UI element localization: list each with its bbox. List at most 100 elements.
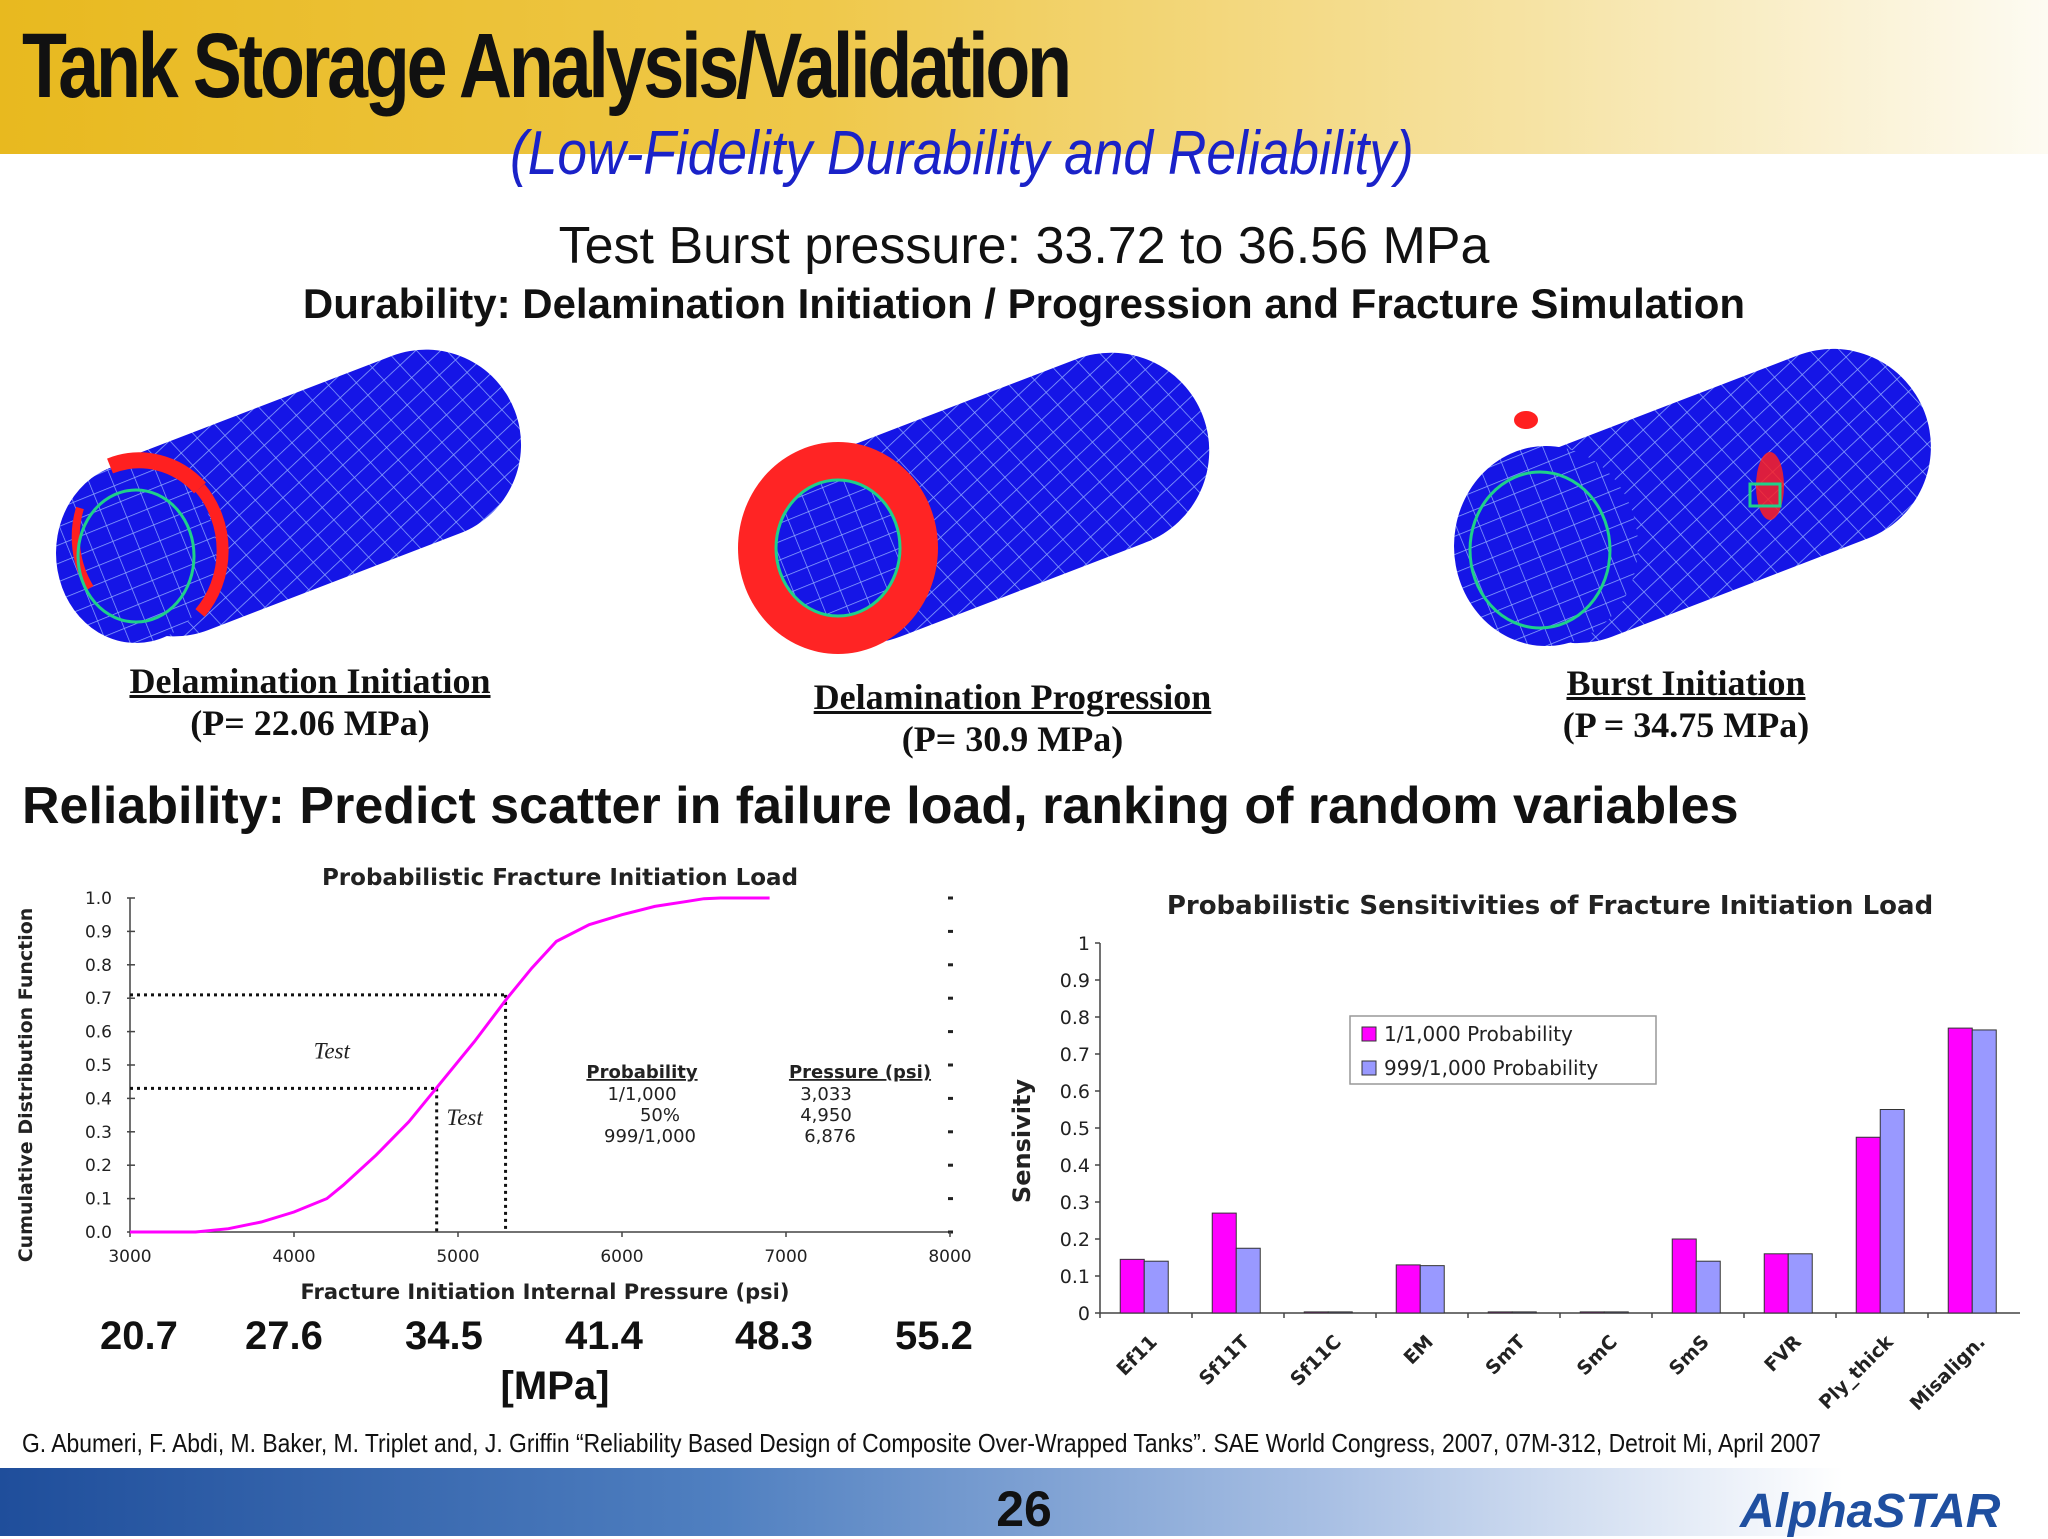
cdf-series-line: [130, 896, 770, 1234]
x-tick-label: 6000: [600, 1247, 643, 1267]
y-tick-label: 0.9: [85, 922, 112, 942]
tank-image-burst-initiation: [1454, 348, 1931, 646]
y-tick-label: 1.0: [85, 889, 112, 909]
y-tick-label: 0.8: [85, 956, 112, 976]
table-cell: 6,876: [804, 1126, 856, 1147]
reference-citation: G. Abumeri, F. Abdi, M. Baker, M. Triple…: [22, 1428, 1821, 1458]
page-title: Tank Storage Analysis/Validation: [22, 15, 1072, 117]
bar-low-prob: [1855, 1136, 1881, 1314]
sensitivity-chart: Probabilistic Sensitivities of Fracture …: [1008, 891, 2020, 1415]
y-tick-label: 0.9: [1060, 970, 1090, 992]
mpa-tick-label: 55.2: [895, 1314, 973, 1358]
x-tick-label: Sf11T: [1195, 1331, 1254, 1390]
mpa-tick-label: 41.4: [565, 1314, 643, 1358]
y-tick-label: 0.7: [1060, 1044, 1090, 1066]
x-tick-label: 4000: [272, 1247, 315, 1267]
x-tick-label: 3000: [108, 1247, 151, 1267]
table-header: Pressure (psi): [789, 1062, 931, 1083]
y-tick-label: 0.6: [85, 1023, 112, 1043]
bar-high-prob: [1511, 1311, 1537, 1314]
x-tick-label: 7000: [764, 1247, 807, 1267]
burst-pressure-text: Test Burst pressure: 33.72 to 36.56 MPa: [558, 217, 1490, 275]
y-tick-label: 0.6: [1060, 1081, 1090, 1103]
y-tick-label: 0.4: [85, 1089, 112, 1109]
table-cell: 3,033: [800, 1084, 852, 1105]
title-banner: [0, 0, 2048, 154]
caption-burst-initiation: Burst Initiation (P = 34.75 MPa): [1536, 662, 1836, 746]
x-tick-label: EM: [1400, 1331, 1438, 1369]
y-axis-label: Sensivity: [1008, 1079, 1036, 1204]
x-tick-label: SmT: [1481, 1331, 1529, 1379]
caption-label: Delamination Progression: [813, 677, 1212, 717]
table-cell: 1/1,000: [607, 1084, 676, 1105]
y-tick-label: 0.5: [1060, 1118, 1090, 1140]
x-tick-label: 8000: [928, 1247, 971, 1267]
legend-label: 1/1,000 Probability: [1384, 1022, 1573, 1046]
mpa-tick-label: 34.5: [405, 1314, 483, 1358]
y-tick-label: 0: [1078, 1303, 1090, 1325]
y-tick-label: 0.0: [85, 1223, 112, 1243]
bar-low-prob: [1119, 1258, 1145, 1314]
page-subtitle: (Low-Fidelity Durability and Reliability…: [510, 119, 1414, 188]
x-tick-label: SmS: [1665, 1331, 1714, 1380]
durability-heading: Durability: Delamination Initiation / Pr…: [302, 280, 1746, 327]
bar-high-prob: [1879, 1109, 1905, 1314]
x-tick-label: Misalign.: [1906, 1331, 1990, 1415]
bar-low-prob: [1211, 1212, 1237, 1314]
bar-low-prob: [1947, 1027, 1973, 1314]
bar-low-prob: [1395, 1264, 1421, 1314]
page-number: 26: [996, 1481, 1052, 1537]
y-axis-label: Cumulative Distribution Function: [15, 908, 37, 1263]
x-tick-label: SmC: [1573, 1331, 1622, 1380]
bar-low-prob: [1763, 1253, 1789, 1314]
mpa-tick-label: 48.3: [735, 1314, 813, 1358]
y-tick-label: 0.7: [85, 989, 112, 1009]
y-tick-label: 0.1: [85, 1190, 112, 1210]
x-tick-label: Ef11: [1112, 1331, 1161, 1380]
caption-delamination-progression: Delamination Progression (P= 30.9 MPa): [785, 676, 1240, 760]
bar-high-prob: [1419, 1265, 1445, 1314]
alphastar-logo: AlphaSTAR: [1740, 1485, 2001, 1538]
mpa-unit-label: [MPa]: [500, 1364, 610, 1408]
test-annotation: Test: [314, 1038, 351, 1063]
bar-high-prob: [1603, 1311, 1629, 1314]
bar-high-prob: [1695, 1260, 1721, 1314]
caption-delamination-initiation: Delamination Initiation (P= 22.06 MPa): [105, 660, 515, 744]
x-tick-label: Sf11C: [1286, 1331, 1346, 1391]
reliability-heading: Reliability: Predict scatter in failure …: [22, 777, 1739, 835]
bar-low-prob: [1303, 1311, 1329, 1314]
x-tick-label: Ply_thick: [1815, 1331, 1898, 1414]
y-tick-label: 0.3: [85, 1123, 112, 1143]
bar-low-prob: [1671, 1238, 1697, 1314]
tank-image-delamination-initiation: [56, 349, 522, 643]
caption-label: Burst Initiation: [1566, 663, 1806, 703]
caption-label: Delamination Initiation: [129, 661, 491, 701]
x-axis-label: Fracture Initiation Internal Pressure (p…: [301, 1280, 790, 1304]
caption-pressure: (P= 30.9 MPa): [901, 719, 1124, 759]
x-tick-label: 5000: [436, 1247, 479, 1267]
bar-high-prob: [1143, 1260, 1169, 1314]
chart-title: Probabilistic Fracture Initiation Load: [322, 865, 798, 891]
bar-high-prob: [1327, 1311, 1353, 1314]
probability-table: Probability Pressure (psi) 1/1,000 3,033…: [586, 1062, 931, 1147]
table-cell: 999/1,000: [604, 1126, 696, 1147]
test-annotation: Test: [447, 1105, 484, 1130]
bar-high-prob: [1971, 1029, 1997, 1314]
chart-title: Probabilistic Sensitivities of Fracture …: [1167, 891, 1933, 921]
x-tick-label: FVR: [1760, 1331, 1806, 1377]
legend-box: [1349, 1015, 1657, 1085]
y-tick-label: 0.2: [1060, 1229, 1090, 1251]
y-tick-label: 0.3: [1060, 1192, 1090, 1214]
table-header: Probability: [586, 1062, 697, 1083]
y-tick-label: 0.1: [1060, 1266, 1090, 1288]
mpa-tick-label: 27.6: [245, 1314, 323, 1358]
bar-high-prob: [1787, 1253, 1813, 1314]
y-tick-label: 1: [1078, 933, 1090, 955]
footer-bar: [0, 1468, 2048, 1536]
bar-low-prob: [1487, 1311, 1513, 1314]
y-tick-label: 0.4: [1060, 1155, 1090, 1177]
bar-low-prob: [1579, 1311, 1605, 1314]
y-tick-label: 0.5: [85, 1056, 112, 1076]
legend: 1/1,000 Probability 999/1,000 Probability: [1349, 1015, 1657, 1085]
legend-swatch: [1361, 1026, 1377, 1042]
